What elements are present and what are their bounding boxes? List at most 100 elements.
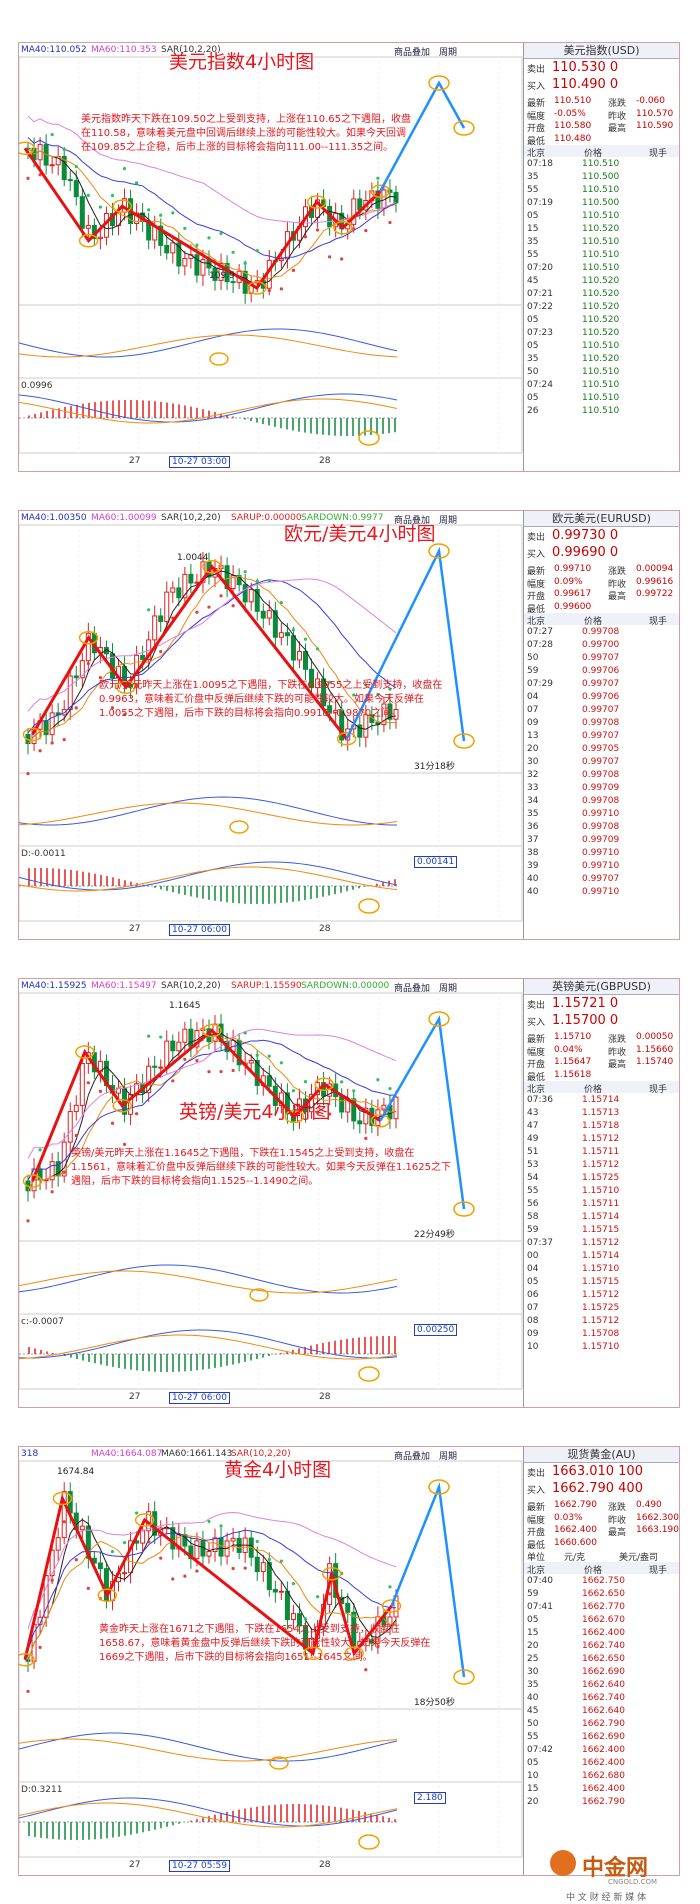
sar-dot (134, 1112, 139, 1116)
trade-price: 1662.740 (582, 1641, 625, 1651)
toolbar-text: SARDOWN:0.9977 (301, 513, 384, 523)
trade-price: 0.99707 (582, 757, 620, 767)
sar-dot (352, 227, 356, 231)
candle-body (43, 720, 49, 736)
trade-time: 07 (527, 1303, 539, 1313)
pivot-marker (229, 820, 249, 834)
candle-body (170, 1040, 176, 1052)
sar-dot (291, 628, 296, 632)
indicator-line (19, 1329, 398, 1359)
trade-price: 110.520 (582, 276, 620, 286)
buy-price: 1662.790 400 (552, 1481, 643, 1496)
sar-dot (122, 1142, 127, 1146)
countdown: 18分50秒 (414, 1698, 455, 1708)
candle-body (272, 610, 278, 638)
trade-time: 09 (527, 718, 539, 728)
sar-dot (110, 1121, 115, 1125)
analysis-note: 美元指数昨天下跌在109.50之上受到支持，上涨在110.65之下遇阻，收盘在1… (81, 114, 411, 153)
candle-body (248, 588, 254, 603)
buy-price: 110.490 0 (552, 77, 619, 92)
trade-time: 30 (527, 1667, 539, 1677)
toolbar-text: MA60:110.353 (91, 45, 157, 55)
trade-time: 25 (527, 1654, 539, 1664)
pane-frame (19, 1313, 523, 1390)
stat-label: 最低 (527, 136, 546, 147)
candle-body (170, 1527, 176, 1550)
countdown: 22分49秒 (414, 1230, 455, 1240)
trade-time: 35 (527, 1680, 539, 1690)
stat-value: 0.99600 (554, 601, 592, 612)
sar-dot (328, 1112, 332, 1116)
chart-drawing (19, 56, 523, 454)
trade-price: 110.510 (582, 341, 620, 351)
candle-body (345, 1602, 351, 1613)
candle-body (309, 1637, 315, 1650)
trade-time: 13 (527, 731, 539, 741)
price-label: 109.9 (209, 271, 235, 281)
candle-body (200, 561, 206, 583)
trade-time: 20 (527, 1641, 539, 1651)
sar-dot (376, 1078, 380, 1082)
sell-price: 110.530 0 (552, 60, 619, 75)
trade-price: 1662.790 (582, 1719, 625, 1729)
date-label: 27 (129, 1392, 141, 1402)
candle-body (357, 1120, 363, 1125)
candle-body (387, 1616, 393, 1626)
trade-time: 04 (527, 692, 539, 702)
sar-dot (243, 1031, 247, 1035)
trade-time: 20 (527, 744, 539, 754)
chart-drawing (19, 992, 523, 1390)
sar-dot (340, 257, 344, 261)
pivot-marker (202, 1023, 222, 1038)
pane-frame (19, 772, 523, 847)
candle-body (393, 1096, 399, 1120)
stat-value: 0.00094 (636, 564, 674, 574)
candle-body (309, 668, 315, 689)
stat-label: 最高 (608, 592, 627, 602)
date-label: 28 (319, 1860, 331, 1870)
toolbar-text: MA40:1.15925 (21, 981, 87, 991)
pivot-marker (19, 141, 35, 155)
stat-value: 110.480 (554, 133, 592, 144)
trade-time: 06 (527, 1290, 539, 1300)
trade-price: 0.99710 (582, 887, 620, 897)
toolbar-text: MA40:1664.087 (91, 1449, 163, 1459)
sar-dot (134, 181, 139, 185)
stat-label: 开盘 (527, 124, 546, 134)
pivot-marker (336, 732, 357, 746)
candle-body (158, 1066, 164, 1069)
toolbar-text: SARDOWN:0.00000 (301, 981, 390, 991)
trade-price: 110.520 (582, 354, 620, 364)
sar-dot (340, 1080, 344, 1084)
sar-dot (267, 1054, 271, 1058)
candle-body (284, 1590, 290, 1621)
sar-dot (388, 687, 392, 691)
quote-name: 美元指数(USD) (524, 43, 679, 59)
sar-dot (352, 693, 356, 697)
chart-title: 欧元/美元4小时图 (284, 523, 436, 545)
trade-price: 0.99708 (582, 770, 620, 780)
trade-time: 50 (527, 1719, 539, 1729)
sar-dot (159, 1556, 163, 1560)
trade-time: 20 (527, 1797, 539, 1807)
pivot-marker (358, 1366, 380, 1382)
indicator-line (19, 393, 398, 423)
sar-dot (26, 176, 30, 180)
trade-price: 110.510 (582, 393, 620, 403)
candle-body (61, 155, 67, 181)
sar-dot (340, 708, 344, 712)
target-marker (453, 120, 475, 136)
stat-label: 最高 (608, 1528, 627, 1538)
chart-drawing (19, 1460, 523, 1858)
sar-dot (62, 1170, 66, 1174)
candle-body (182, 257, 188, 267)
moving-average (27, 137, 397, 259)
trade-time: 08 (527, 1316, 539, 1326)
pivot-marker (202, 560, 222, 574)
quote-panel: 英镑美元(GBPUSD) 卖出 1.15721 0 买入 1.15700 0 最新 1.15… (524, 979, 679, 1407)
date-label: 27 (129, 1860, 141, 1870)
pivot-marker (314, 1077, 334, 1091)
pivot-marker (22, 1174, 43, 1188)
candle-body (85, 1525, 91, 1559)
sell-price: 0.99730 0 (552, 528, 619, 543)
